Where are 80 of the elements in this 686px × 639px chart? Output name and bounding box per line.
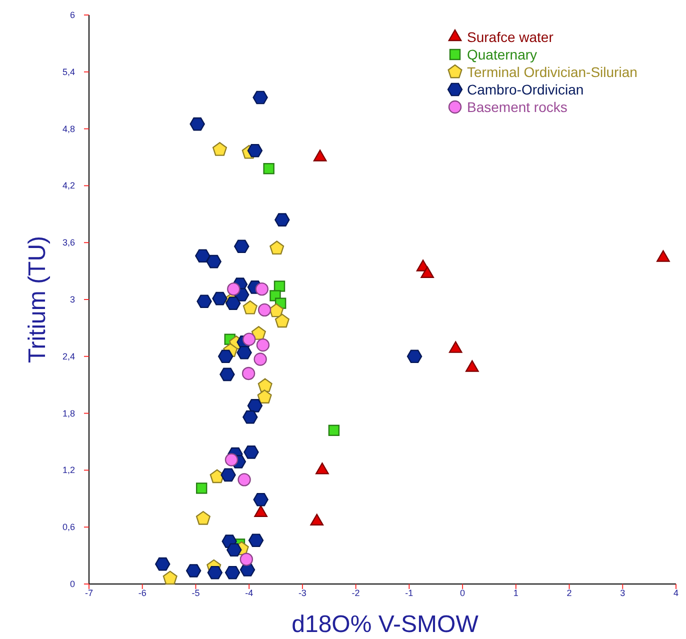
x-tick-label: 2 bbox=[566, 588, 572, 598]
point bbox=[186, 564, 202, 578]
point bbox=[274, 314, 290, 328]
point bbox=[242, 332, 256, 346]
point bbox=[224, 453, 238, 466]
point bbox=[220, 468, 236, 482]
point bbox=[196, 294, 212, 308]
point bbox=[207, 566, 223, 580]
y-tick-label: 2,4 bbox=[62, 351, 75, 362]
point bbox=[225, 296, 241, 310]
y-tick-label: 0,6 bbox=[62, 522, 75, 532]
legend-label: Quaternary bbox=[467, 46, 538, 62]
y-tick-label: 1,2 bbox=[62, 465, 75, 476]
x-tick-label: -3 bbox=[298, 588, 306, 598]
x-tick-label: 0 bbox=[460, 588, 466, 598]
point bbox=[212, 292, 228, 306]
point bbox=[220, 368, 235, 382]
x-tick-label: 3 bbox=[620, 588, 626, 598]
x-tick-label: -7 bbox=[84, 588, 94, 598]
point bbox=[210, 469, 224, 484]
x-tick-label: -2 bbox=[352, 588, 360, 598]
point bbox=[253, 492, 268, 506]
point bbox=[256, 338, 270, 352]
point bbox=[242, 366, 256, 380]
x-tick-label: -4 bbox=[245, 588, 254, 598]
point bbox=[328, 424, 340, 436]
point bbox=[247, 399, 263, 412]
point bbox=[195, 249, 210, 263]
point bbox=[155, 557, 170, 571]
point bbox=[227, 282, 240, 296]
y-axis-title: Tritium (TU) bbox=[24, 236, 51, 364]
x-tick-label: 1 bbox=[513, 588, 518, 598]
point bbox=[190, 117, 205, 131]
y-tick-label: 0 bbox=[70, 579, 75, 589]
point bbox=[269, 303, 284, 318]
point bbox=[247, 144, 263, 158]
point bbox=[162, 570, 178, 585]
point bbox=[196, 482, 208, 494]
x-tick-label: 4 bbox=[673, 588, 679, 598]
y-tick-label: 3,6 bbox=[62, 238, 75, 248]
point bbox=[254, 352, 267, 366]
point bbox=[270, 240, 284, 255]
x-axis-title: d18O% V-SMOW bbox=[292, 611, 479, 638]
point bbox=[274, 280, 286, 292]
point bbox=[240, 552, 254, 566]
point bbox=[258, 378, 272, 392]
legend-label: Basement rocks bbox=[467, 99, 568, 115]
point bbox=[263, 163, 274, 174]
point bbox=[406, 350, 422, 364]
point bbox=[234, 240, 250, 254]
point bbox=[224, 566, 240, 580]
point bbox=[257, 390, 272, 404]
point bbox=[242, 410, 258, 424]
y-tick-label: 4,2 bbox=[62, 180, 75, 191]
point bbox=[274, 213, 290, 226]
point bbox=[255, 282, 268, 296]
point bbox=[258, 303, 272, 317]
point bbox=[238, 473, 251, 486]
point bbox=[248, 534, 264, 548]
point bbox=[212, 142, 227, 156]
y-tick-label: 6 bbox=[70, 10, 75, 20]
y-tick-label: 1,8 bbox=[62, 408, 75, 418]
x-tick-label: -5 bbox=[192, 588, 200, 598]
point bbox=[251, 326, 266, 340]
y-tick-label: 5,4 bbox=[62, 66, 75, 77]
point bbox=[218, 350, 234, 364]
point bbox=[252, 90, 268, 104]
point bbox=[242, 300, 258, 314]
y-tick-label: 4,8 bbox=[62, 124, 75, 134]
point bbox=[206, 254, 222, 268]
x-tick-label: -6 bbox=[138, 588, 146, 598]
point bbox=[244, 446, 259, 459]
point bbox=[236, 346, 252, 360]
point bbox=[226, 543, 242, 557]
legend-label: Terminal Ordivician-Silurian bbox=[467, 64, 638, 80]
legend-label: Surafce water bbox=[467, 29, 554, 45]
point bbox=[196, 510, 210, 525]
legend-label: Cambro-Ordivician bbox=[467, 82, 584, 98]
y-tick-label: 3 bbox=[70, 294, 75, 304]
x-tick-label: -1 bbox=[405, 588, 414, 598]
